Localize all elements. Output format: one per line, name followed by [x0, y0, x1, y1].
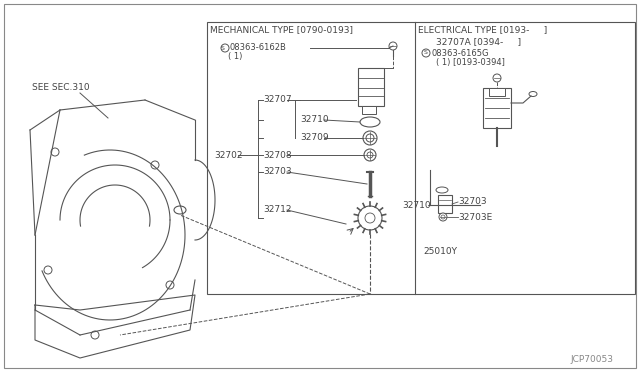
Ellipse shape	[360, 117, 380, 127]
Circle shape	[366, 134, 374, 142]
Circle shape	[389, 42, 397, 50]
Text: 32709: 32709	[300, 134, 328, 142]
Text: 32703E: 32703E	[458, 212, 492, 221]
Ellipse shape	[529, 92, 537, 96]
Bar	[483, 88, 511, 128]
Circle shape	[358, 206, 382, 230]
Bar	[207, 22, 635, 294]
Text: 32703: 32703	[458, 198, 486, 206]
Ellipse shape	[436, 187, 448, 193]
Ellipse shape	[174, 206, 186, 214]
Text: ELECTRICAL TYPE [0193-     ]: ELECTRICAL TYPE [0193- ]	[418, 26, 547, 35]
Bar	[438, 195, 452, 213]
Text: 32707: 32707	[263, 96, 292, 105]
Text: ( 1) [0193-0394]: ( 1) [0193-0394]	[436, 58, 505, 67]
Bar	[489, 88, 505, 96]
Text: 32707A [0394-     ]: 32707A [0394- ]	[436, 38, 521, 46]
Text: 32710: 32710	[300, 115, 328, 125]
Circle shape	[365, 213, 375, 223]
Circle shape	[91, 331, 99, 339]
Text: ( 1): ( 1)	[228, 52, 243, 61]
Circle shape	[422, 49, 430, 57]
Text: S: S	[424, 51, 428, 55]
Circle shape	[493, 74, 501, 82]
Circle shape	[363, 131, 377, 145]
Bar	[362, 106, 376, 114]
Circle shape	[439, 213, 447, 221]
Bar	[358, 68, 384, 106]
Text: 08363-6165G: 08363-6165G	[432, 48, 490, 58]
Circle shape	[151, 161, 159, 169]
Circle shape	[221, 44, 229, 52]
Circle shape	[44, 266, 52, 274]
Circle shape	[441, 215, 445, 219]
Text: 32702: 32702	[214, 151, 243, 160]
Circle shape	[367, 152, 373, 158]
Text: JCP70053: JCP70053	[570, 356, 613, 365]
Circle shape	[51, 148, 59, 156]
Circle shape	[166, 281, 174, 289]
Text: MECHANICAL TYPE [0790-0193]: MECHANICAL TYPE [0790-0193]	[210, 26, 353, 35]
Text: S: S	[221, 45, 225, 51]
Text: SEE SEC.310: SEE SEC.310	[32, 83, 90, 93]
Text: 32710: 32710	[402, 201, 431, 209]
Text: 32712: 32712	[263, 205, 291, 215]
Circle shape	[364, 149, 376, 161]
Text: 32703: 32703	[263, 167, 292, 176]
Text: 25010Y: 25010Y	[423, 247, 457, 257]
Text: 32708: 32708	[263, 151, 292, 160]
Text: 08363-6162B: 08363-6162B	[230, 44, 287, 52]
